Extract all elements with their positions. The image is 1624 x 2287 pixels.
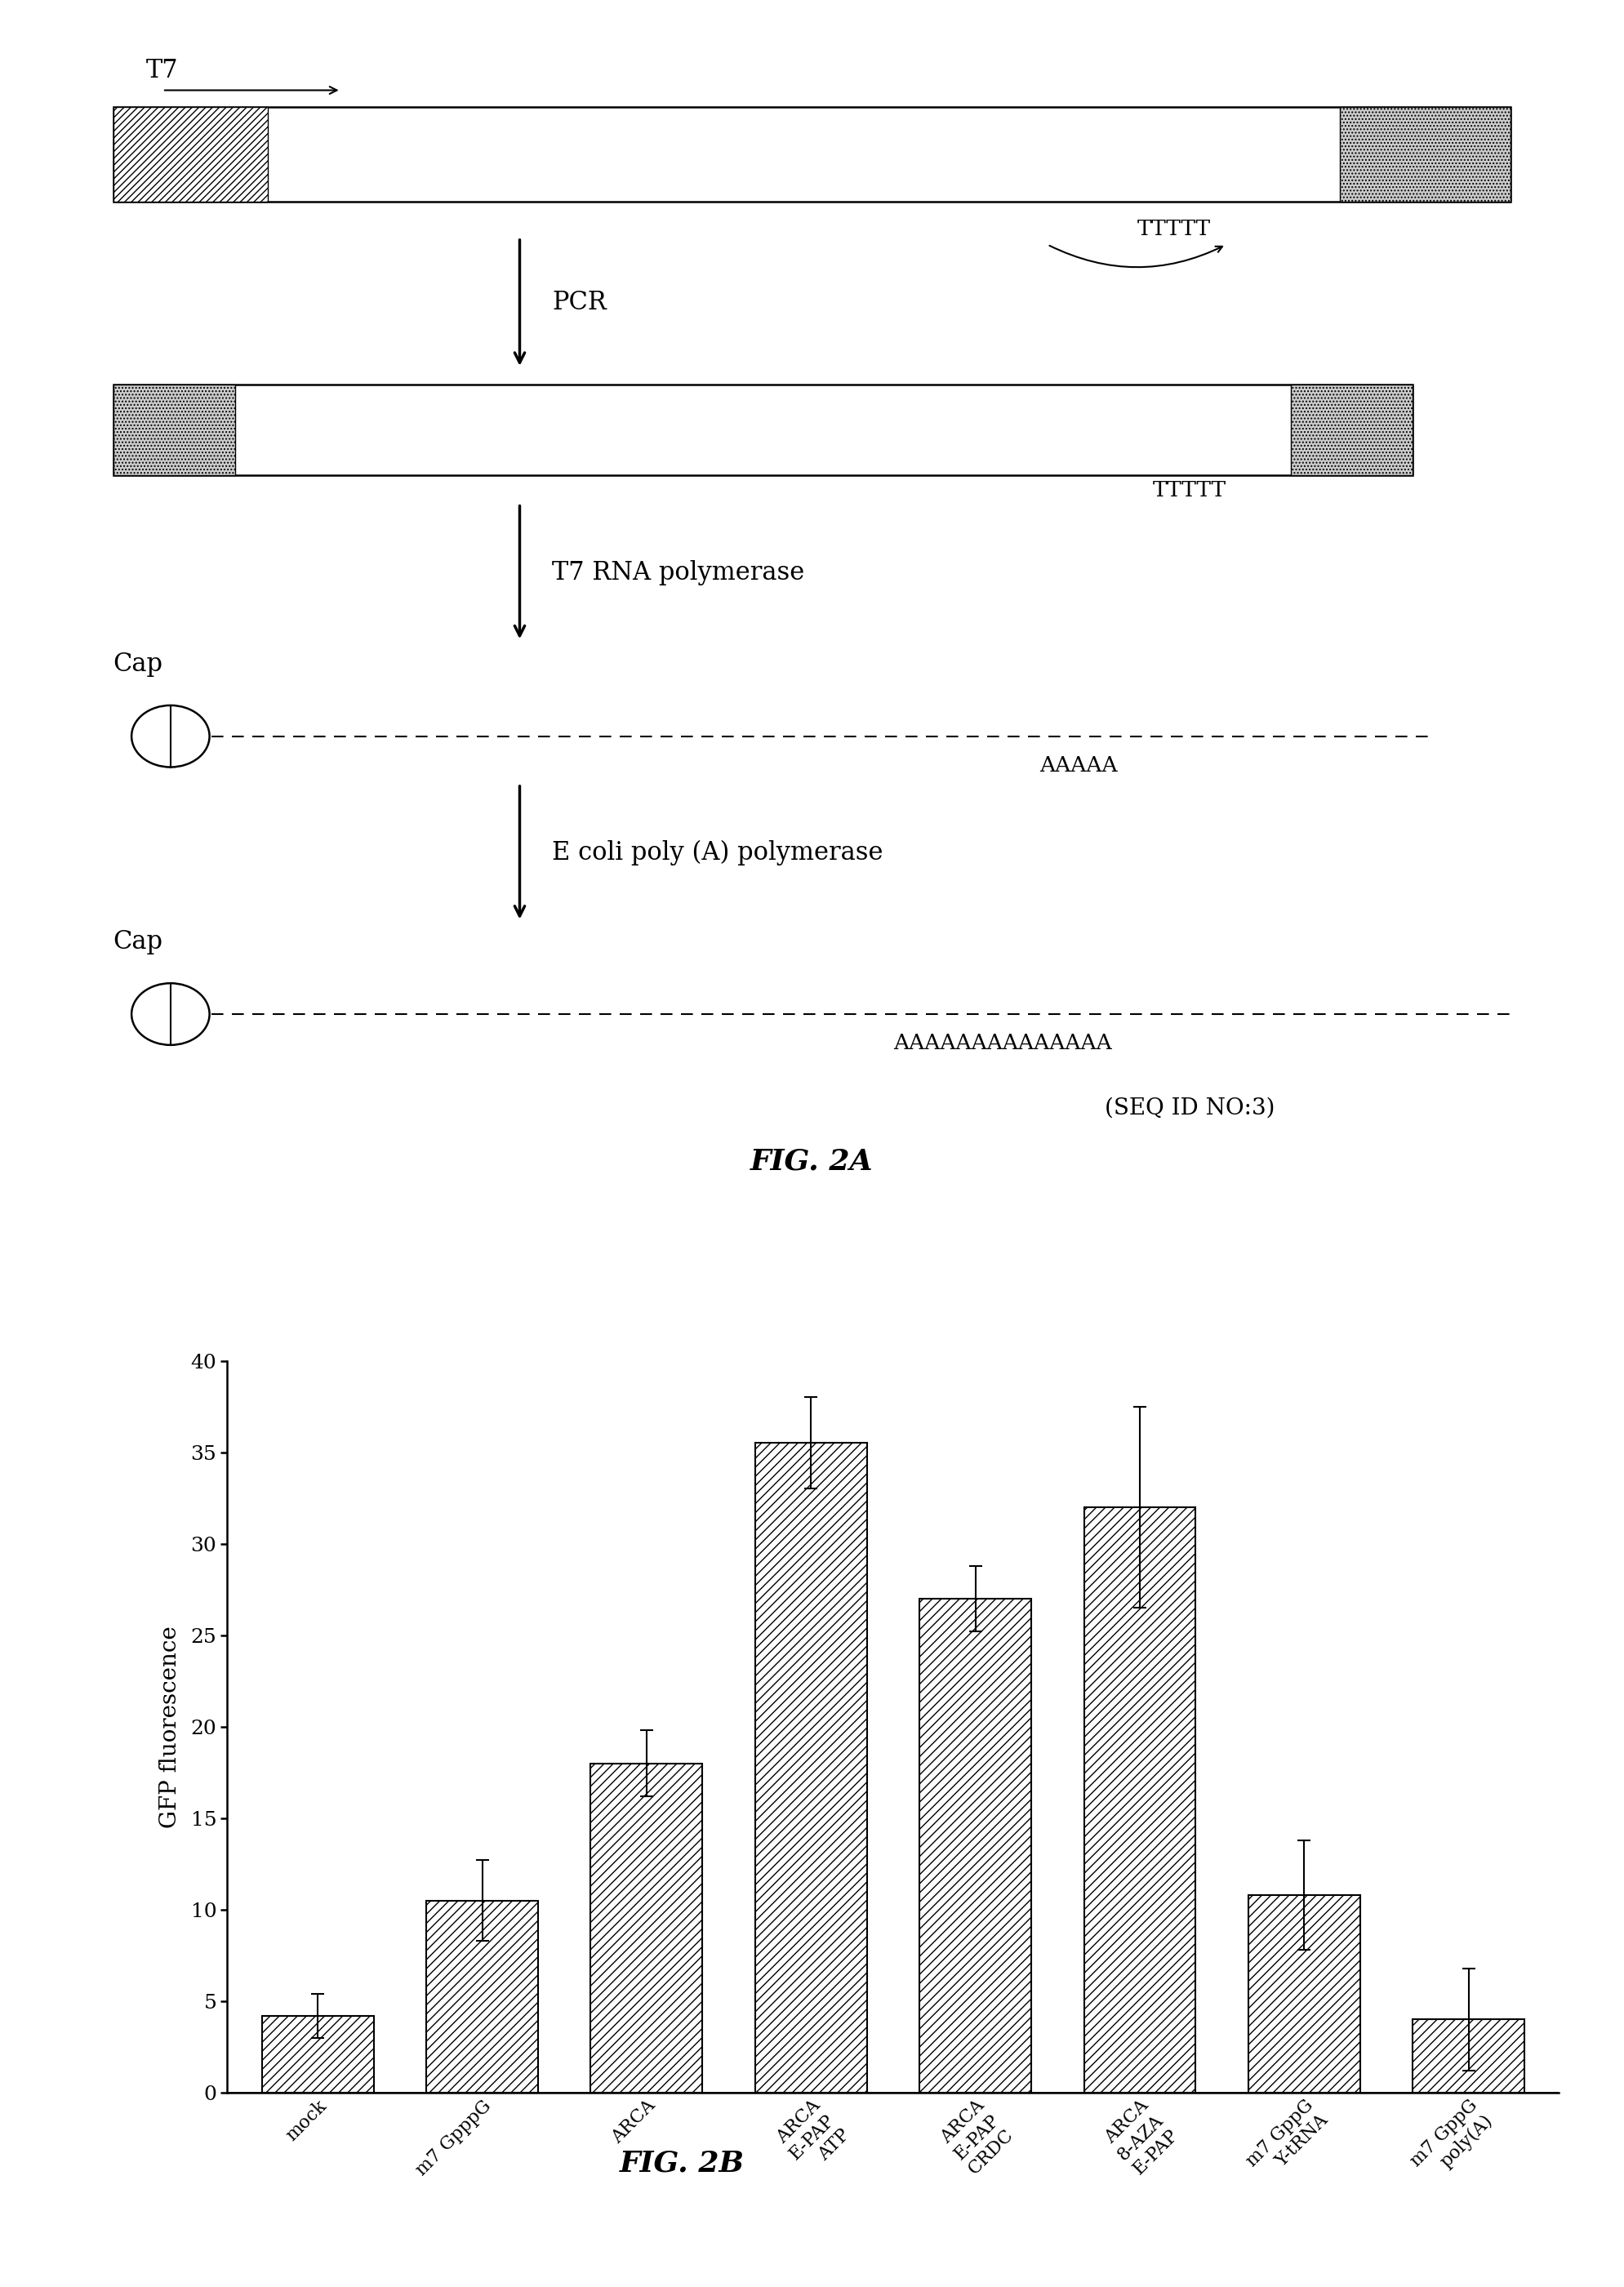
Bar — [1249, 1896, 1361, 2093]
Bar — [1340, 107, 1510, 201]
Text: AAAAA: AAAAA — [1039, 755, 1117, 775]
Text: FIG. 2A: FIG. 2A — [750, 1148, 874, 1176]
Bar — [261, 2015, 374, 2093]
Text: T7 RNA polymerase: T7 RNA polymerase — [552, 560, 804, 585]
Text: FIG. 2B: FIG. 2B — [620, 2150, 744, 2177]
Bar — [1413, 2019, 1525, 2093]
Text: (SEQ ID NO:3): (SEQ ID NO:3) — [1104, 1098, 1275, 1118]
Y-axis label: GFP fluorescence: GFP fluorescence — [159, 1626, 182, 1827]
Ellipse shape — [132, 983, 209, 1045]
Bar — [591, 1763, 703, 2093]
Bar — [114, 107, 268, 201]
Text: T7: T7 — [146, 57, 179, 82]
Text: E coli poly (A) polymerase: E coli poly (A) polymerase — [552, 839, 883, 864]
Text: Cap: Cap — [114, 929, 162, 954]
Bar — [755, 1443, 867, 2093]
Text: PCR: PCR — [552, 290, 607, 316]
Bar — [114, 107, 1510, 201]
Ellipse shape — [132, 704, 209, 766]
Bar — [1083, 1507, 1195, 2093]
Text: Cap: Cap — [114, 652, 162, 677]
Bar — [425, 1900, 538, 2093]
Bar — [919, 1599, 1031, 2093]
Bar — [1291, 384, 1413, 476]
Text: TTTTT: TTTTT — [1137, 220, 1210, 238]
Text: AAAAAAAAAAAAAA: AAAAAAAAAAAAAA — [893, 1034, 1112, 1054]
Text: TTTTT: TTTTT — [1153, 480, 1226, 501]
Bar — [114, 384, 235, 476]
Bar — [114, 384, 1413, 476]
